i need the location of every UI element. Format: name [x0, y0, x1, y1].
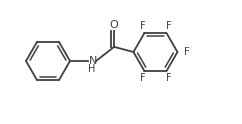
Text: F: F: [184, 47, 189, 57]
Text: F: F: [166, 73, 171, 83]
Text: O: O: [110, 20, 119, 30]
Text: F: F: [140, 21, 145, 31]
Text: N: N: [89, 56, 97, 66]
Text: H: H: [88, 64, 96, 74]
Text: F: F: [166, 21, 171, 31]
Text: F: F: [140, 73, 145, 83]
